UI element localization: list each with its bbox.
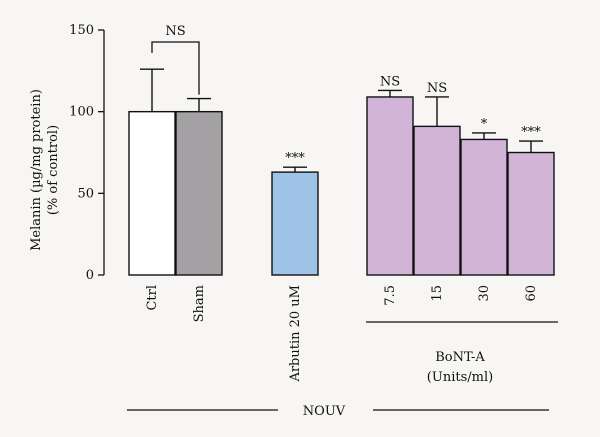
significance-label: ***	[521, 125, 541, 140]
y-axis-label: Melanin (µg/mg protein)	[29, 89, 44, 251]
bar	[507, 151, 555, 276]
bont-group: BoNT-A (Units/ml)	[366, 321, 558, 385]
bars	[128, 96, 555, 276]
significance-label: NS	[427, 81, 447, 96]
category-label: Arbutin 20 uM	[288, 285, 303, 383]
error-bars	[140, 68, 543, 173]
ns-bracket: NS	[151, 24, 200, 95]
significance-label: *	[481, 117, 488, 132]
category-label: Ctrl	[145, 285, 160, 311]
bar	[366, 96, 414, 276]
y-tick-label: 0	[86, 268, 94, 283]
bar	[175, 110, 223, 276]
category-label: 15	[430, 285, 445, 302]
y-tick-label: 150	[69, 23, 94, 38]
nouv-group-label: NOUV	[303, 404, 346, 419]
category-labels: Ctrl Sham Arbutin 20 uM 7.5 15 30 60	[145, 285, 539, 383]
bar	[271, 171, 319, 276]
y-tick-label: 50	[77, 186, 94, 201]
bont-group-label: BoNT-A	[435, 350, 485, 365]
significance-label: NS	[380, 74, 400, 89]
bar	[460, 138, 508, 276]
significance-label: ***	[285, 151, 305, 166]
category-label: 30	[477, 285, 492, 302]
y-tick-label: 100	[69, 105, 94, 120]
nouv-group: NOUV	[127, 404, 549, 419]
y-axis-label-unit: (% of control)	[46, 125, 61, 215]
significance-labels: ***NS NS****	[285, 74, 541, 166]
category-label: Sham	[192, 285, 207, 322]
bar	[413, 125, 461, 276]
ns-bracket-label: NS	[165, 24, 185, 39]
bar	[128, 110, 176, 276]
category-label: 7.5	[383, 285, 398, 306]
ns-bracket-line	[151, 41, 200, 95]
bont-group-unit: (Units/ml)	[427, 370, 493, 385]
y-axis: 0 50 100 150	[69, 23, 105, 283]
category-label: 60	[524, 285, 539, 302]
